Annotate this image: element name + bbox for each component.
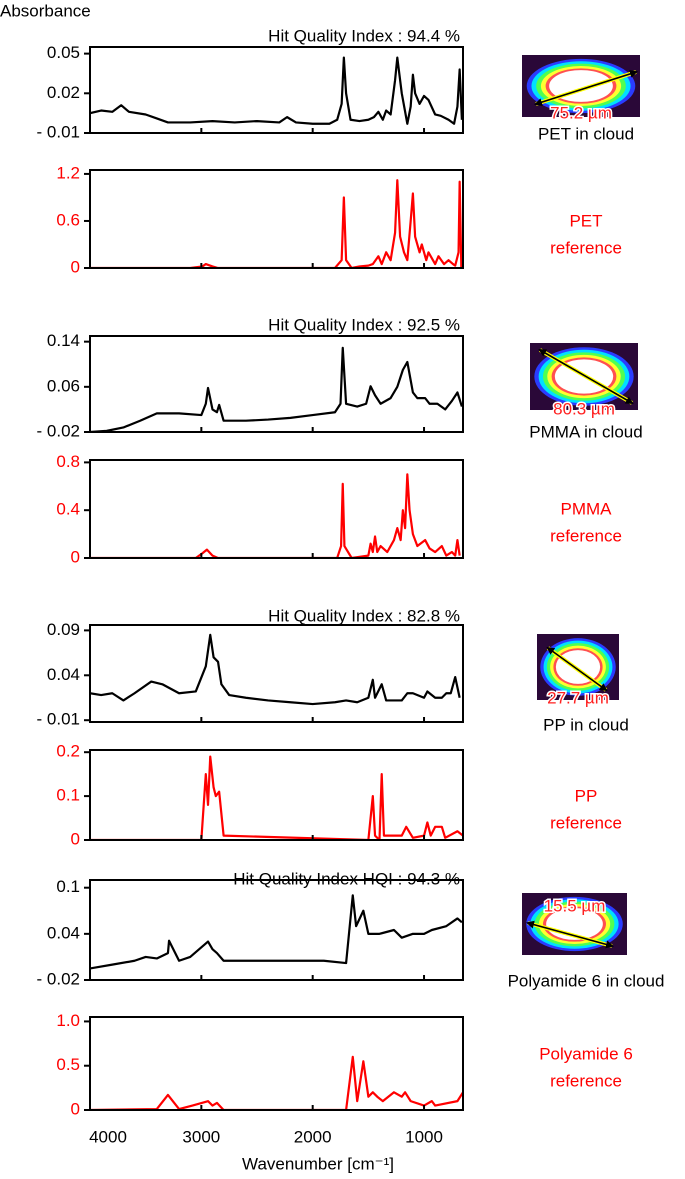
plot-area — [90, 346, 463, 432]
spectrum-line — [90, 179, 463, 268]
size-arrow — [526, 920, 614, 949]
x-axis-label: Wavenumber [cm⁻¹] — [242, 1154, 394, 1173]
particle-size: 15.5 µm — [544, 896, 606, 915]
spectrum-line — [90, 346, 463, 432]
reference-label: PP — [575, 786, 598, 805]
hqi-title: Hit Quality Index HQI : 94.3 % — [233, 869, 460, 888]
y-tick-label: 0.04 — [47, 923, 80, 942]
plot-area — [90, 755, 463, 840]
spectrum-line — [90, 755, 463, 840]
sample-label: Polyamide 6 in cloud — [508, 971, 665, 990]
plot-area — [90, 179, 463, 268]
plot-frame — [89, 749, 464, 841]
spectrum-line — [90, 473, 461, 558]
plot-frame — [89, 46, 464, 134]
y-tick-label: 0 — [71, 829, 80, 848]
y-tick-label: 0.1 — [56, 877, 80, 896]
sample-label: PP in cloud — [543, 715, 629, 734]
reference-label: reference — [550, 1071, 622, 1090]
x-tick-label: 3000 — [182, 1127, 220, 1146]
y-tick-label: - 0.01 — [37, 710, 80, 729]
plot-area — [90, 894, 463, 970]
reference-label: Polyamide 6 — [539, 1044, 633, 1063]
plot-area — [90, 56, 463, 125]
x-tick-label: 4000 — [89, 1127, 127, 1146]
plot-frame — [89, 879, 464, 981]
sample-label: PET in cloud — [538, 124, 634, 143]
size-arrow — [538, 349, 634, 404]
y-tick-label: 0 — [71, 257, 80, 276]
size-arrow — [546, 646, 608, 692]
y-tick-label: 1.2 — [56, 163, 80, 182]
size-arrow — [534, 70, 638, 106]
hqi-title: Hit Quality Index : 92.5 % — [268, 315, 460, 334]
plot-frame — [89, 459, 464, 559]
spectrum-line — [90, 894, 463, 970]
y-tick-label: 0.4 — [56, 500, 80, 519]
y-tick-label: 0.02 — [47, 83, 80, 102]
y-tick-label: 1.0 — [56, 1011, 80, 1030]
x-tick-label: 2000 — [294, 1127, 332, 1146]
y-axis-label: Absorbance — [0, 1, 91, 20]
reference-label: PET — [569, 211, 602, 230]
y-tick-label: - 0.02 — [37, 421, 80, 440]
y-tick-label: 0 — [71, 547, 80, 566]
y-tick-label: 0.2 — [56, 742, 80, 761]
y-tick-label: 0.8 — [56, 452, 80, 471]
plot-area — [90, 473, 461, 558]
spectrum-line — [90, 56, 463, 125]
y-tick-label: 0.1 — [56, 786, 80, 805]
spectrum-line — [90, 1055, 463, 1110]
reference-label: reference — [550, 813, 622, 832]
y-tick-label: 0.05 — [47, 43, 80, 62]
particle-size: 80.3 µm — [553, 399, 615, 418]
reference-label: reference — [550, 238, 622, 257]
plot-frame — [89, 335, 464, 433]
y-tick-label: 0.09 — [47, 620, 80, 639]
plot-frame — [89, 624, 464, 723]
plot-frame — [89, 1016, 464, 1111]
y-tick-label: 0.06 — [47, 376, 80, 395]
plot-frame — [89, 169, 464, 269]
y-tick-label: 0 — [71, 1099, 80, 1118]
y-tick-label: 0.5 — [56, 1055, 80, 1074]
y-tick-label: - 0.01 — [37, 122, 80, 141]
particle-size: 75.2 µm — [550, 103, 612, 122]
spectrum-line — [90, 633, 461, 706]
particle-size: 27.7 µm — [547, 688, 609, 707]
plot-area — [90, 1055, 463, 1110]
hqi-title: Hit Quality Index : 94.4 % — [268, 26, 460, 45]
reference-label: PMMA — [561, 499, 613, 518]
y-tick-label: - 0.02 — [37, 969, 80, 988]
plot-area — [90, 633, 461, 706]
sample-label: PMMA in cloud — [529, 422, 642, 441]
reference-label: reference — [550, 526, 622, 545]
x-tick-label: 1000 — [405, 1127, 443, 1146]
y-tick-label: 0.14 — [47, 331, 80, 350]
y-tick-label: 0.04 — [47, 665, 80, 684]
y-tick-label: 0.6 — [56, 210, 80, 229]
hqi-title: Hit Quality Index : 82.8 % — [268, 606, 460, 625]
